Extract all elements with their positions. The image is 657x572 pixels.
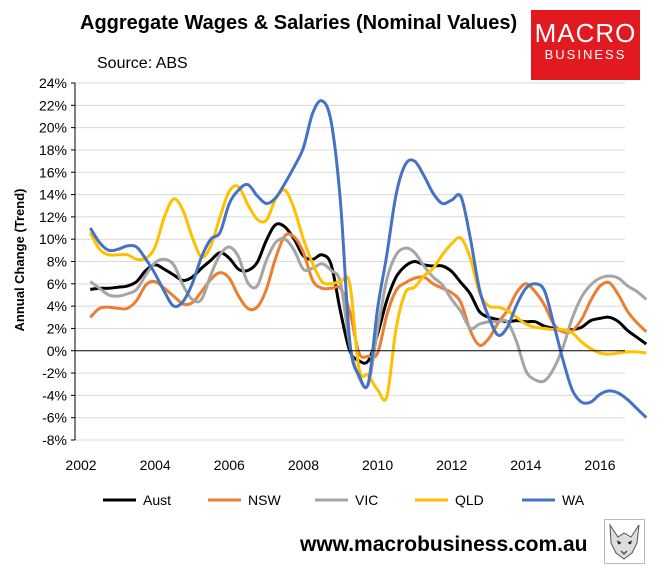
- y-tick-label: 12%: [39, 209, 67, 225]
- logo-line-2: BUSINESS: [544, 47, 627, 62]
- chart-axes: [71, 82, 625, 441]
- y-tick-label: 0%: [47, 343, 67, 359]
- x-tick-label: 2010: [362, 457, 393, 473]
- x-tick-label: 2006: [214, 457, 245, 473]
- series-line-wa: [89, 99, 648, 419]
- fox-illustration-icon: [604, 519, 645, 564]
- chart-source: Source: ABS: [97, 55, 188, 72]
- legend-label-wa: WA: [562, 492, 585, 508]
- y-tick-label: 20%: [39, 120, 67, 136]
- x-tick-label: 2016: [584, 457, 615, 473]
- x-tick-label: 2008: [288, 457, 319, 473]
- x-tick-label: 2002: [65, 457, 96, 473]
- chart-legend: Aust NSW VIC QLD WA: [103, 492, 585, 508]
- x-tick-label: 2004: [140, 457, 171, 473]
- series-line-aust: [90, 222, 648, 365]
- website-url: www.macrobusiness.com.au: [300, 533, 588, 556]
- macrobusiness-logo: MACRO BUSINESS: [531, 10, 640, 80]
- y-tick-label: 8%: [47, 254, 67, 270]
- series-line-qld: [88, 184, 647, 402]
- chart-tick-labels: -8% -6% -4% -2% 0% 2% 4% 6% 8% 10% 12% 14% 16% 18% 20%…: [39, 75, 616, 473]
- logo-line-1: MACRO: [534, 18, 637, 48]
- y-tick-label: 2%: [47, 320, 67, 336]
- y-tick-label: 24%: [39, 75, 67, 91]
- chart-series: [88, 99, 648, 419]
- legend-label-nsw: NSW: [248, 492, 281, 508]
- y-tick-label: 4%: [47, 298, 67, 314]
- legend-label-aust: Aust: [143, 492, 171, 508]
- y-tick-label: -8%: [42, 432, 67, 448]
- y-tick-label: 22%: [39, 97, 67, 113]
- series-line-nsw: [89, 232, 648, 359]
- legend-label-vic: VIC: [355, 492, 378, 508]
- x-tick-label: 2014: [510, 457, 541, 473]
- y-tick-label: 10%: [39, 231, 67, 247]
- y-tick-label: -6%: [42, 410, 67, 426]
- y-tick-label: 16%: [39, 164, 67, 180]
- y-tick-label: -4%: [42, 387, 67, 403]
- y-tick-label: -2%: [42, 365, 67, 381]
- legend-label-qld: QLD: [455, 492, 484, 508]
- y-tick-label: 18%: [39, 142, 67, 158]
- x-tick-label: 2012: [436, 457, 467, 473]
- y-axis-label: Annual Change (Trend): [12, 189, 27, 332]
- y-tick-label: 6%: [47, 276, 67, 292]
- chart-title: Aggregate Wages & Salaries (Nominal Valu…: [80, 12, 518, 34]
- y-tick-label: 14%: [39, 187, 67, 203]
